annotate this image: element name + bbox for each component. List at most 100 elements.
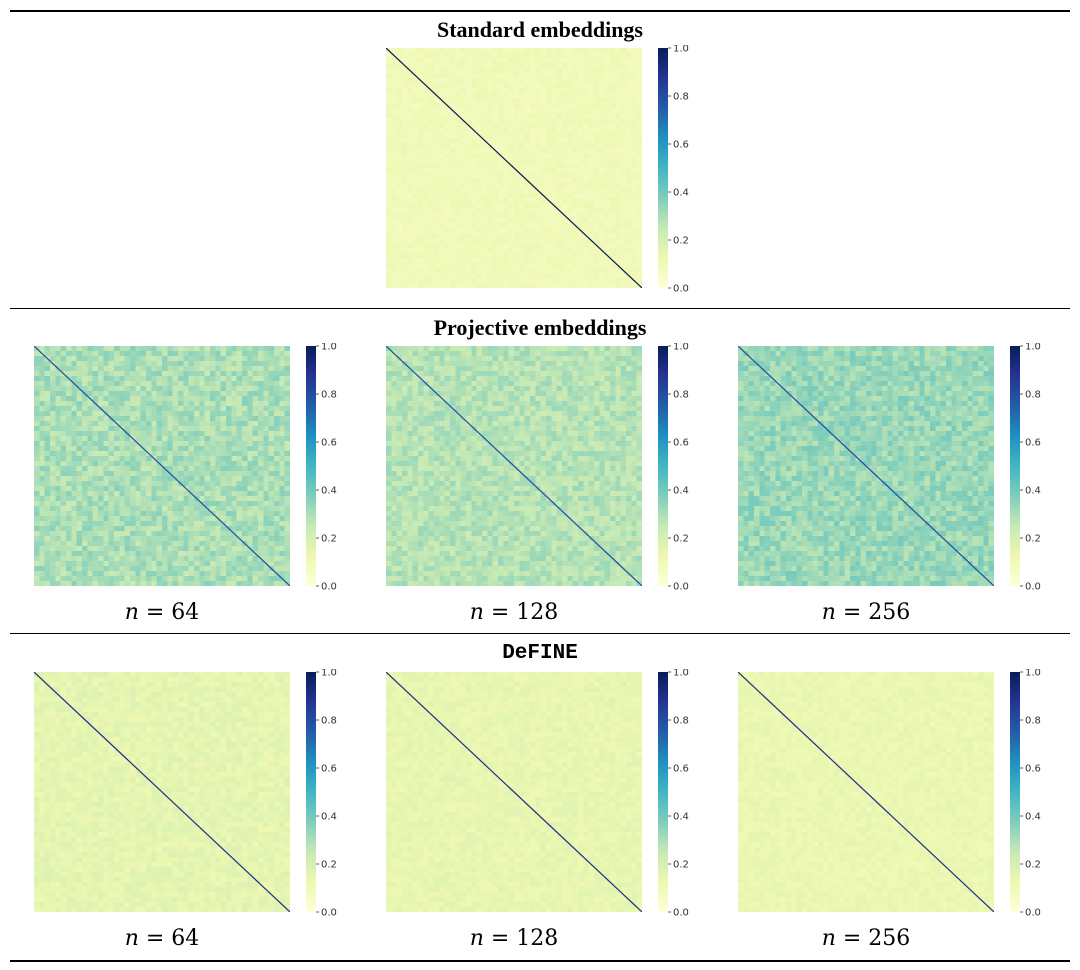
heatmap-cell [455, 88, 462, 94]
heatmap-cell [588, 73, 595, 79]
heatmap-cell [412, 253, 419, 259]
heatmap-cell [535, 198, 542, 204]
heatmap-cell [231, 451, 238, 457]
heatmap-cell [108, 421, 115, 427]
heatmap-cell [620, 228, 627, 234]
heatmap-cell [636, 203, 642, 209]
heatmap-cell [204, 381, 211, 387]
heatmap-cell [82, 411, 88, 417]
heatmap-cell [519, 273, 526, 279]
heatmap-cell [460, 356, 467, 362]
heatmap-cell [263, 531, 270, 537]
heatmap-cell [444, 351, 451, 357]
heatmap-cell [444, 356, 451, 362]
heatmap-cell [242, 506, 248, 512]
heatmap-cell [583, 153, 590, 159]
heatmap-cell [39, 406, 46, 412]
heatmap-cell [498, 168, 504, 174]
heatmap-cell [396, 118, 403, 124]
heatmap-cell [412, 158, 419, 164]
heatmap-cell [252, 501, 259, 507]
heatmap-cell [391, 88, 398, 94]
heatmap-cell [615, 88, 622, 94]
heatmap-cell [183, 406, 190, 412]
heatmap-cell [412, 381, 419, 387]
heatmap-cell [146, 396, 152, 402]
heatmap-cell [482, 213, 488, 219]
heatmap-cell [268, 406, 275, 412]
heatmap-cell [412, 48, 419, 54]
heatmap-cell [178, 486, 184, 492]
heatmap-cell [588, 53, 595, 59]
heatmap-cell [418, 138, 424, 144]
heatmap-cell [210, 556, 216, 562]
heatmap-cell [524, 203, 531, 209]
heatmap-cell [615, 268, 622, 274]
heatmap-cell [444, 243, 451, 249]
heatmap-cell [535, 203, 542, 209]
heatmap-cell [274, 426, 280, 432]
heatmap-cell [615, 218, 622, 224]
heatmap-cell [636, 198, 642, 204]
heatmap-cell [92, 386, 99, 392]
heatmap-cell [204, 376, 211, 382]
heatmap-cell [636, 88, 642, 94]
heatmap-cell [50, 396, 56, 402]
heatmap-cell [402, 268, 408, 274]
heatmap-cell [615, 193, 622, 199]
heatmap-cell [274, 436, 280, 442]
heatmap-cell [76, 476, 83, 482]
heatmap-cell [242, 516, 248, 522]
heatmap-cell [226, 536, 232, 542]
heatmap-cell [636, 113, 642, 119]
heatmap-cell [450, 233, 456, 239]
heatmap-cell [482, 83, 488, 89]
heatmap-cell [476, 253, 483, 259]
heatmap-cell [503, 63, 510, 69]
heatmap-cell [556, 178, 563, 184]
heatmap-cell [439, 361, 446, 367]
heatmap-cell [476, 168, 483, 174]
heatmap-cell [439, 118, 446, 124]
heatmap-cell [540, 208, 547, 214]
heatmap-cell [626, 188, 632, 194]
heatmap-cell [599, 48, 606, 54]
heatmap-cell [386, 98, 392, 104]
heatmap-cell [183, 436, 190, 442]
heatmap-cell [151, 426, 158, 432]
heatmap-cell [583, 273, 590, 279]
heatmap-cell [60, 551, 67, 557]
heatmap-cell [450, 203, 456, 209]
heatmap-cell [98, 581, 104, 586]
heatmap-cell [119, 366, 126, 372]
heatmap-cell [540, 178, 547, 184]
heatmap-cell [466, 178, 472, 184]
heatmap-cell [562, 203, 568, 209]
heatmap-cell [114, 506, 120, 512]
heatmap-cell [178, 366, 184, 372]
heatmap-cell [583, 376, 590, 382]
heatmap-cell [498, 68, 504, 74]
heatmap-cell [492, 283, 499, 288]
heatmap-cell [226, 366, 232, 372]
heatmap-cell [626, 253, 632, 259]
heatmap-cell [524, 223, 531, 229]
heatmap-cell [418, 193, 424, 199]
heatmap-cell [178, 581, 184, 586]
heatmap-cell [588, 173, 595, 179]
heatmap-cell [471, 223, 478, 229]
heatmap-cell [146, 476, 152, 482]
heatmap-cell [530, 228, 536, 234]
heatmap-cell [263, 466, 270, 472]
heatmap-cell [620, 88, 627, 94]
heatmap-cell [39, 561, 46, 567]
heatmap-cell [604, 73, 611, 79]
heatmap-cell [636, 118, 642, 124]
heatmap-cell [562, 108, 568, 114]
heatmap-cell [412, 108, 419, 114]
heatmap-cell [418, 188, 424, 194]
heatmap-cell [50, 561, 56, 567]
heatmap-cell [39, 481, 46, 487]
heatmap-cell [476, 163, 483, 169]
heatmap-cell [551, 58, 558, 64]
